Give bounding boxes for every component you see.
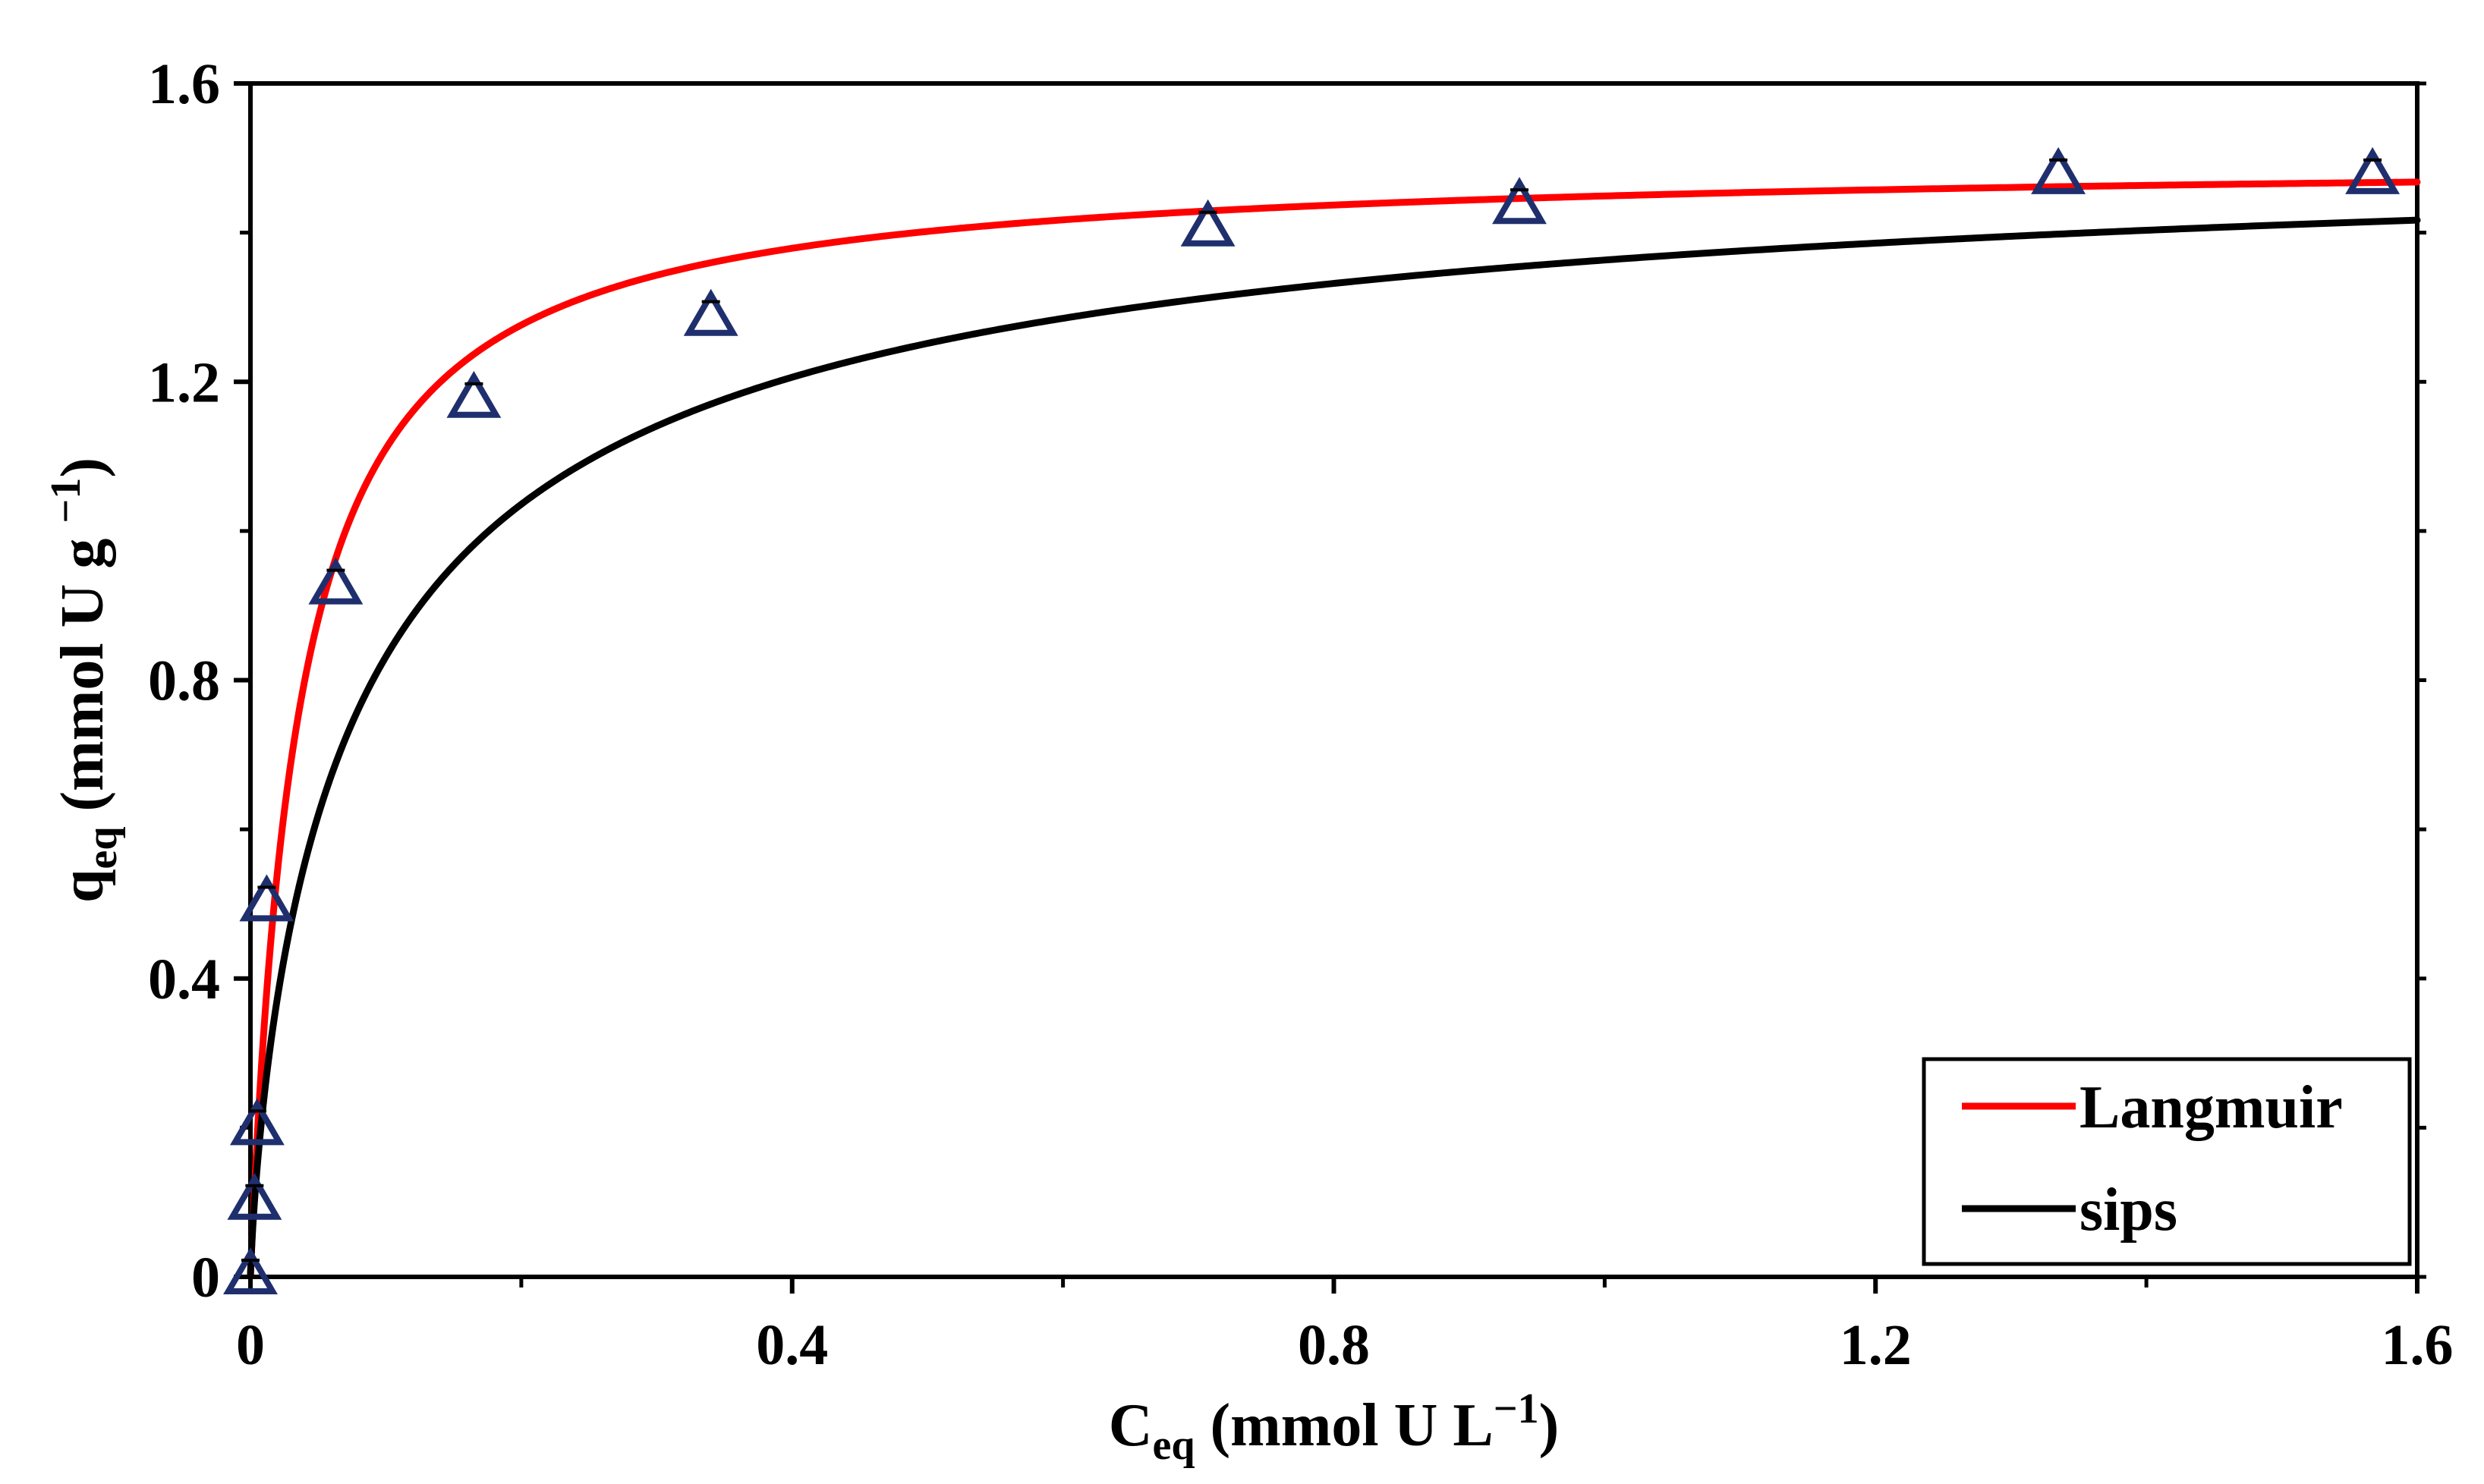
x-axis-title: Ceq (mmol U L−1) (1109, 1385, 1560, 1469)
marker-layer (223, 146, 2401, 1294)
x-tick-label: 0.4 (756, 1313, 828, 1377)
data-point (229, 1098, 285, 1146)
data-point (683, 288, 738, 336)
legend-label-sips: sips (2079, 1177, 2177, 1243)
y-axis-title: qeq (mmol U g −1) (43, 457, 126, 903)
y-axis-title-units: (mmol U g (49, 523, 116, 827)
series-layer (247, 178, 2421, 1281)
data-point (446, 370, 502, 418)
x-tick-label: 1.6 (2382, 1313, 2454, 1377)
y-tick-label: 1.6 (148, 52, 220, 116)
x-tick-label: 0.8 (1298, 1313, 1370, 1377)
axis-labels: Ceq (mmol U L−1)qeq (mmol U g −1) (43, 457, 1559, 1469)
y-tick-label: 0 (191, 1246, 220, 1310)
data-point (239, 874, 294, 922)
y-tick-label: 0.8 (148, 649, 220, 713)
y-tick-label: 1.2 (148, 351, 220, 414)
y-axis-title-sup: −1 (43, 478, 90, 523)
y-axis-title-sub: eq (79, 826, 126, 869)
data-point (1180, 199, 1236, 247)
data-point (2031, 146, 2086, 194)
x-axis-title-units: (mmol U L (1195, 1392, 1493, 1459)
legend: Langmuir sips (1922, 1057, 2412, 1266)
data-point (2345, 146, 2401, 194)
x-axis-title-sup: −1 (1494, 1385, 1539, 1432)
legend-box (1922, 1057, 2412, 1266)
legend-label-langmuir: Langmuir (2079, 1074, 2343, 1141)
x-axis-title-sub: eq (1152, 1422, 1195, 1469)
x-axis-title-close: ) (1539, 1392, 1560, 1459)
x-axis-title-main: C (1109, 1392, 1153, 1459)
series-line-sips (247, 216, 2421, 1281)
data-point (1492, 177, 1547, 225)
y-axis-title-main: q (49, 869, 116, 903)
data-point (223, 1247, 278, 1294)
y-tick-label: 0.4 (148, 948, 220, 1011)
series-line-langmuir (247, 178, 2421, 1281)
axes: 0 0.4 0.8 1.2 1.6 0 0.4 0.8 1.2 1.6 (148, 52, 2454, 1377)
data-point (308, 557, 364, 605)
x-tick-label: 0 (236, 1313, 265, 1377)
data-point (227, 1172, 282, 1220)
y-axis-title-close: ) (49, 457, 116, 478)
x-tick-label: 1.2 (1840, 1313, 1912, 1377)
